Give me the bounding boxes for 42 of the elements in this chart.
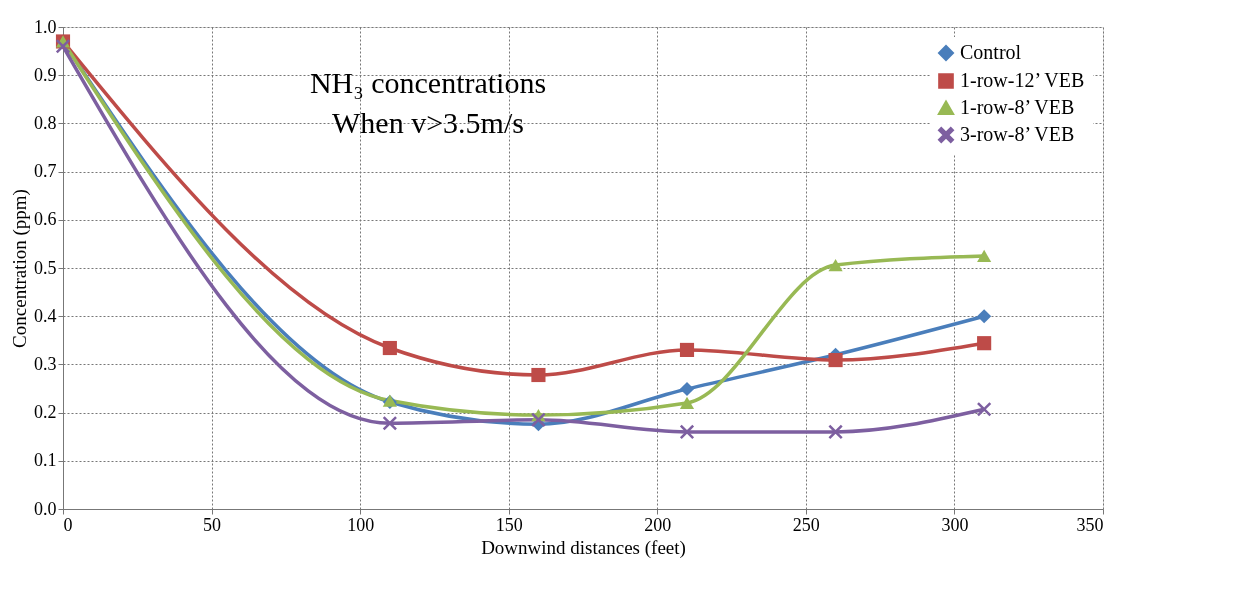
point — [531, 367, 546, 383]
y-tick-label: 0.7 — [34, 161, 57, 182]
legend-label: 1-row-8’ VEB — [960, 96, 1075, 118]
x-tick-label: 300 — [941, 514, 969, 535]
y-tick-label: 0.1 — [34, 450, 57, 471]
legend-label: 1-row-12’ VEB — [960, 69, 1085, 91]
y-tick-label: 0.8 — [34, 112, 57, 133]
point — [977, 309, 992, 324]
y-tick-label: 0.3 — [34, 353, 57, 374]
point — [977, 249, 992, 263]
y-tick-label: 0.0 — [34, 498, 57, 519]
point — [977, 336, 992, 351]
point — [977, 402, 992, 417]
x-axis-title: Downwind distances (feet) — [481, 536, 686, 559]
legend-label: Control — [960, 41, 1022, 63]
y-tick-label: 1.0 — [34, 16, 57, 37]
point — [382, 340, 397, 356]
x-tick-label: 50 — [203, 514, 222, 535]
point — [828, 424, 843, 439]
legend-label: 3-row-8’ VEB — [960, 123, 1075, 145]
point — [828, 352, 843, 368]
y-tick-label: 0.6 — [34, 209, 57, 230]
text: When v>3.5m/s — [332, 106, 524, 139]
y-tick-label: 0.9 — [34, 64, 57, 85]
x-tick-label: 350 — [1076, 514, 1104, 535]
x-tick-label: 0 — [63, 514, 73, 535]
point — [531, 412, 546, 427]
y-axis-title: Concentration (ppm) — [9, 189, 31, 348]
x-tick-label: 200 — [644, 514, 672, 535]
point — [679, 342, 695, 358]
text: NH₃ concentrations — [309, 66, 547, 99]
point — [382, 416, 397, 431]
point — [828, 258, 843, 272]
x-tick-label: 250 — [792, 514, 820, 535]
x-tick-label: 150 — [495, 514, 523, 535]
y-tick-label: 0.2 — [34, 402, 57, 423]
point — [679, 381, 695, 397]
y-tick-label: 0.5 — [34, 257, 57, 278]
point — [679, 396, 695, 410]
x-tick-label: 100 — [347, 514, 375, 535]
point — [55, 39, 71, 54]
y-tick-label: 0.4 — [34, 305, 57, 326]
